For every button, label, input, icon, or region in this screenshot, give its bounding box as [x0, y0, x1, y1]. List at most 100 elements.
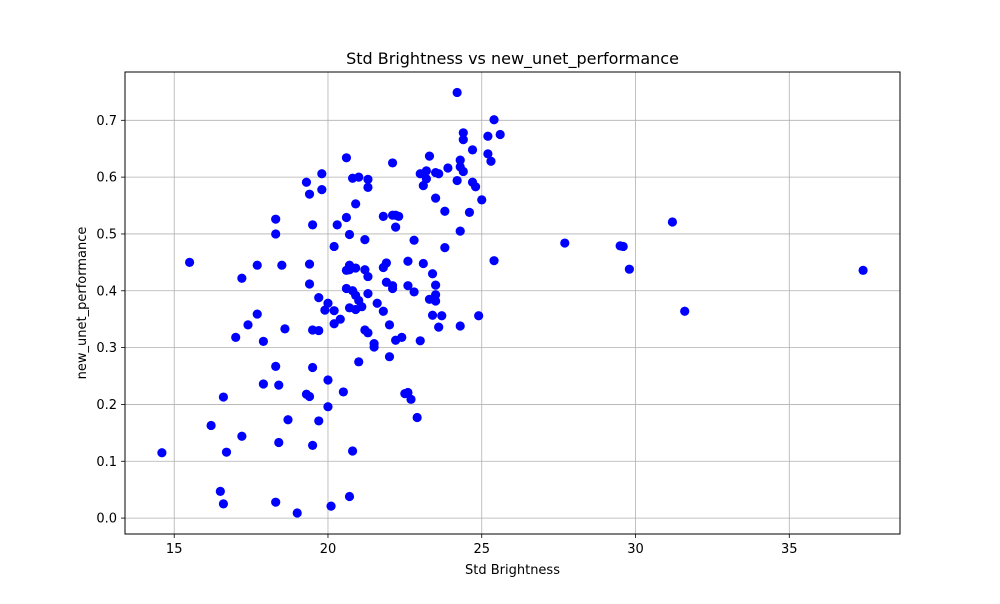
scatter-point [363, 182, 373, 192]
scatter-point [467, 145, 478, 155]
x-axis-ticks: 15 20 25 30 35 [166, 534, 798, 557]
scatter-point [271, 497, 281, 507]
scatter-point [418, 258, 428, 269]
scatter-point [384, 320, 395, 330]
scatter-point [452, 175, 462, 186]
scatter-point [455, 321, 465, 331]
scatter-point [403, 281, 413, 291]
scatter-point [431, 280, 441, 290]
scatter-point [452, 87, 462, 98]
scatter-point [667, 217, 678, 227]
scatter-point [292, 508, 302, 518]
scatter-point [237, 431, 247, 441]
chart-title: Std Brightness vs new_unet_performance [346, 49, 679, 69]
scatter-point [344, 491, 355, 502]
scatter-point [440, 206, 450, 216]
scatter-point [351, 199, 361, 209]
scatter-point [440, 242, 450, 253]
scatter-point [283, 415, 293, 425]
scatter-point [427, 310, 438, 320]
x-tick-label: 15 [166, 542, 183, 557]
scatter-point [427, 269, 438, 279]
scatter-point [341, 212, 352, 223]
scatter-point [470, 182, 481, 192]
scatter-point [363, 174, 373, 185]
scatter-point [304, 259, 315, 269]
y-tick-label: 0.4 [96, 284, 117, 299]
scatter-point [335, 314, 345, 324]
scatter-point [304, 189, 315, 199]
scatter-point [489, 256, 499, 266]
scatter-point [489, 115, 499, 125]
scatter-point [323, 375, 333, 385]
x-axis-label: Std Brightness [465, 563, 560, 578]
scatter-point [560, 238, 570, 248]
scatter-point [455, 155, 465, 165]
scatter-point [458, 166, 468, 177]
scatter-point [341, 153, 352, 163]
scatter-point [218, 499, 229, 509]
scatter-point [314, 325, 324, 336]
scatter-point [231, 332, 241, 342]
scatter-point [314, 293, 324, 303]
scatter-point [277, 260, 287, 270]
scatter-point [344, 229, 355, 240]
scatter-point [258, 336, 268, 346]
scatter-point [624, 264, 634, 274]
scatter-point [271, 229, 281, 239]
scatter-point [406, 394, 416, 404]
scatter-point [221, 447, 232, 457]
scatter-point [347, 446, 358, 456]
scatter-point [424, 151, 435, 161]
scatter-point [360, 235, 370, 245]
scatter-point [384, 352, 395, 362]
scatter-point [431, 296, 441, 306]
scatter-point [372, 298, 382, 308]
scatter-point [258, 379, 268, 389]
scatter-point [483, 131, 493, 141]
scatter-point [387, 283, 398, 294]
scatter-point [243, 320, 253, 330]
scatter-point [301, 177, 312, 187]
y-tick-label: 0.6 [96, 171, 117, 186]
y-tick-label: 0.2 [96, 398, 117, 413]
scatter-point [409, 235, 419, 245]
scatter-point [218, 392, 229, 402]
scatter-point [464, 207, 475, 217]
scatter-point [458, 128, 468, 138]
scatter-point [387, 158, 398, 168]
scatter-point [351, 263, 361, 273]
scatter-point [332, 220, 342, 230]
scatter-point [252, 309, 262, 319]
scatter-point [431, 193, 441, 203]
scatter-point [274, 380, 284, 390]
scatter-point [403, 256, 413, 266]
scatter-point [271, 214, 281, 224]
scatter-point [409, 287, 419, 297]
x-tick-label: 35 [781, 542, 798, 557]
scatter-point [304, 279, 315, 289]
y-tick-label: 0.0 [96, 512, 117, 527]
scatter-point [314, 416, 324, 426]
scatter-point [483, 149, 493, 159]
scatter-point [326, 501, 336, 511]
scatter-point [397, 332, 407, 342]
scatter-point [184, 257, 195, 267]
scatter-point [858, 265, 868, 275]
scatter-point [307, 220, 318, 230]
scatter-point [381, 258, 392, 268]
scatter-point [237, 273, 247, 283]
scatter-point [495, 129, 505, 140]
scatter-point [206, 420, 216, 431]
scatter-point [329, 241, 339, 252]
plot-frame [124, 71, 901, 535]
scatter-point [412, 412, 422, 423]
grid-lines [125, 72, 900, 534]
x-tick-label: 25 [473, 542, 490, 557]
scatter-point [618, 241, 628, 252]
scatter-point [323, 402, 333, 412]
scatter-point [280, 324, 290, 334]
y-tick-label: 0.1 [96, 455, 117, 470]
